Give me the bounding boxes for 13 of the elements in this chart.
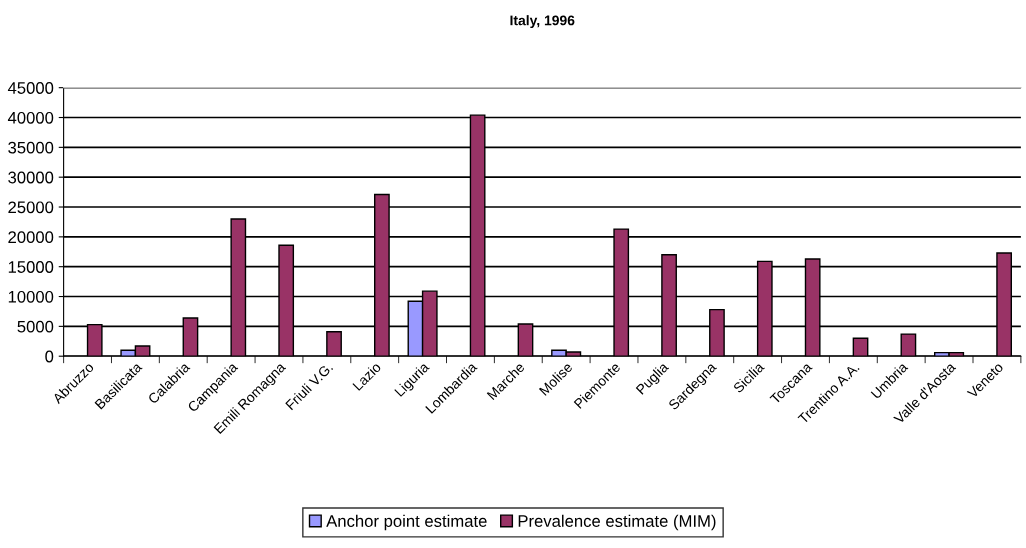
y-tick-label: 40000 bbox=[7, 111, 54, 124]
y-tick-label: 35000 bbox=[8, 141, 54, 154]
y-tick-label: 0 bbox=[45, 350, 54, 363]
y-tick-label: 30000 bbox=[8, 171, 54, 184]
y-tick-label: 25000 bbox=[8, 201, 54, 214]
y-tick-label: 10000 bbox=[8, 290, 54, 303]
y-tick-label: 15000 bbox=[8, 261, 54, 273]
y-tick-label: 5000 bbox=[17, 320, 54, 333]
legend-label: Prevalence estimate (MIM) bbox=[518, 514, 716, 531]
chart-title: Italy, 1996 bbox=[510, 15, 575, 29]
y-tick-label: 20000 bbox=[8, 231, 54, 244]
y-tick-label: 45000 bbox=[7, 82, 54, 94]
legend-label: Anchor point estimate bbox=[326, 514, 487, 531]
